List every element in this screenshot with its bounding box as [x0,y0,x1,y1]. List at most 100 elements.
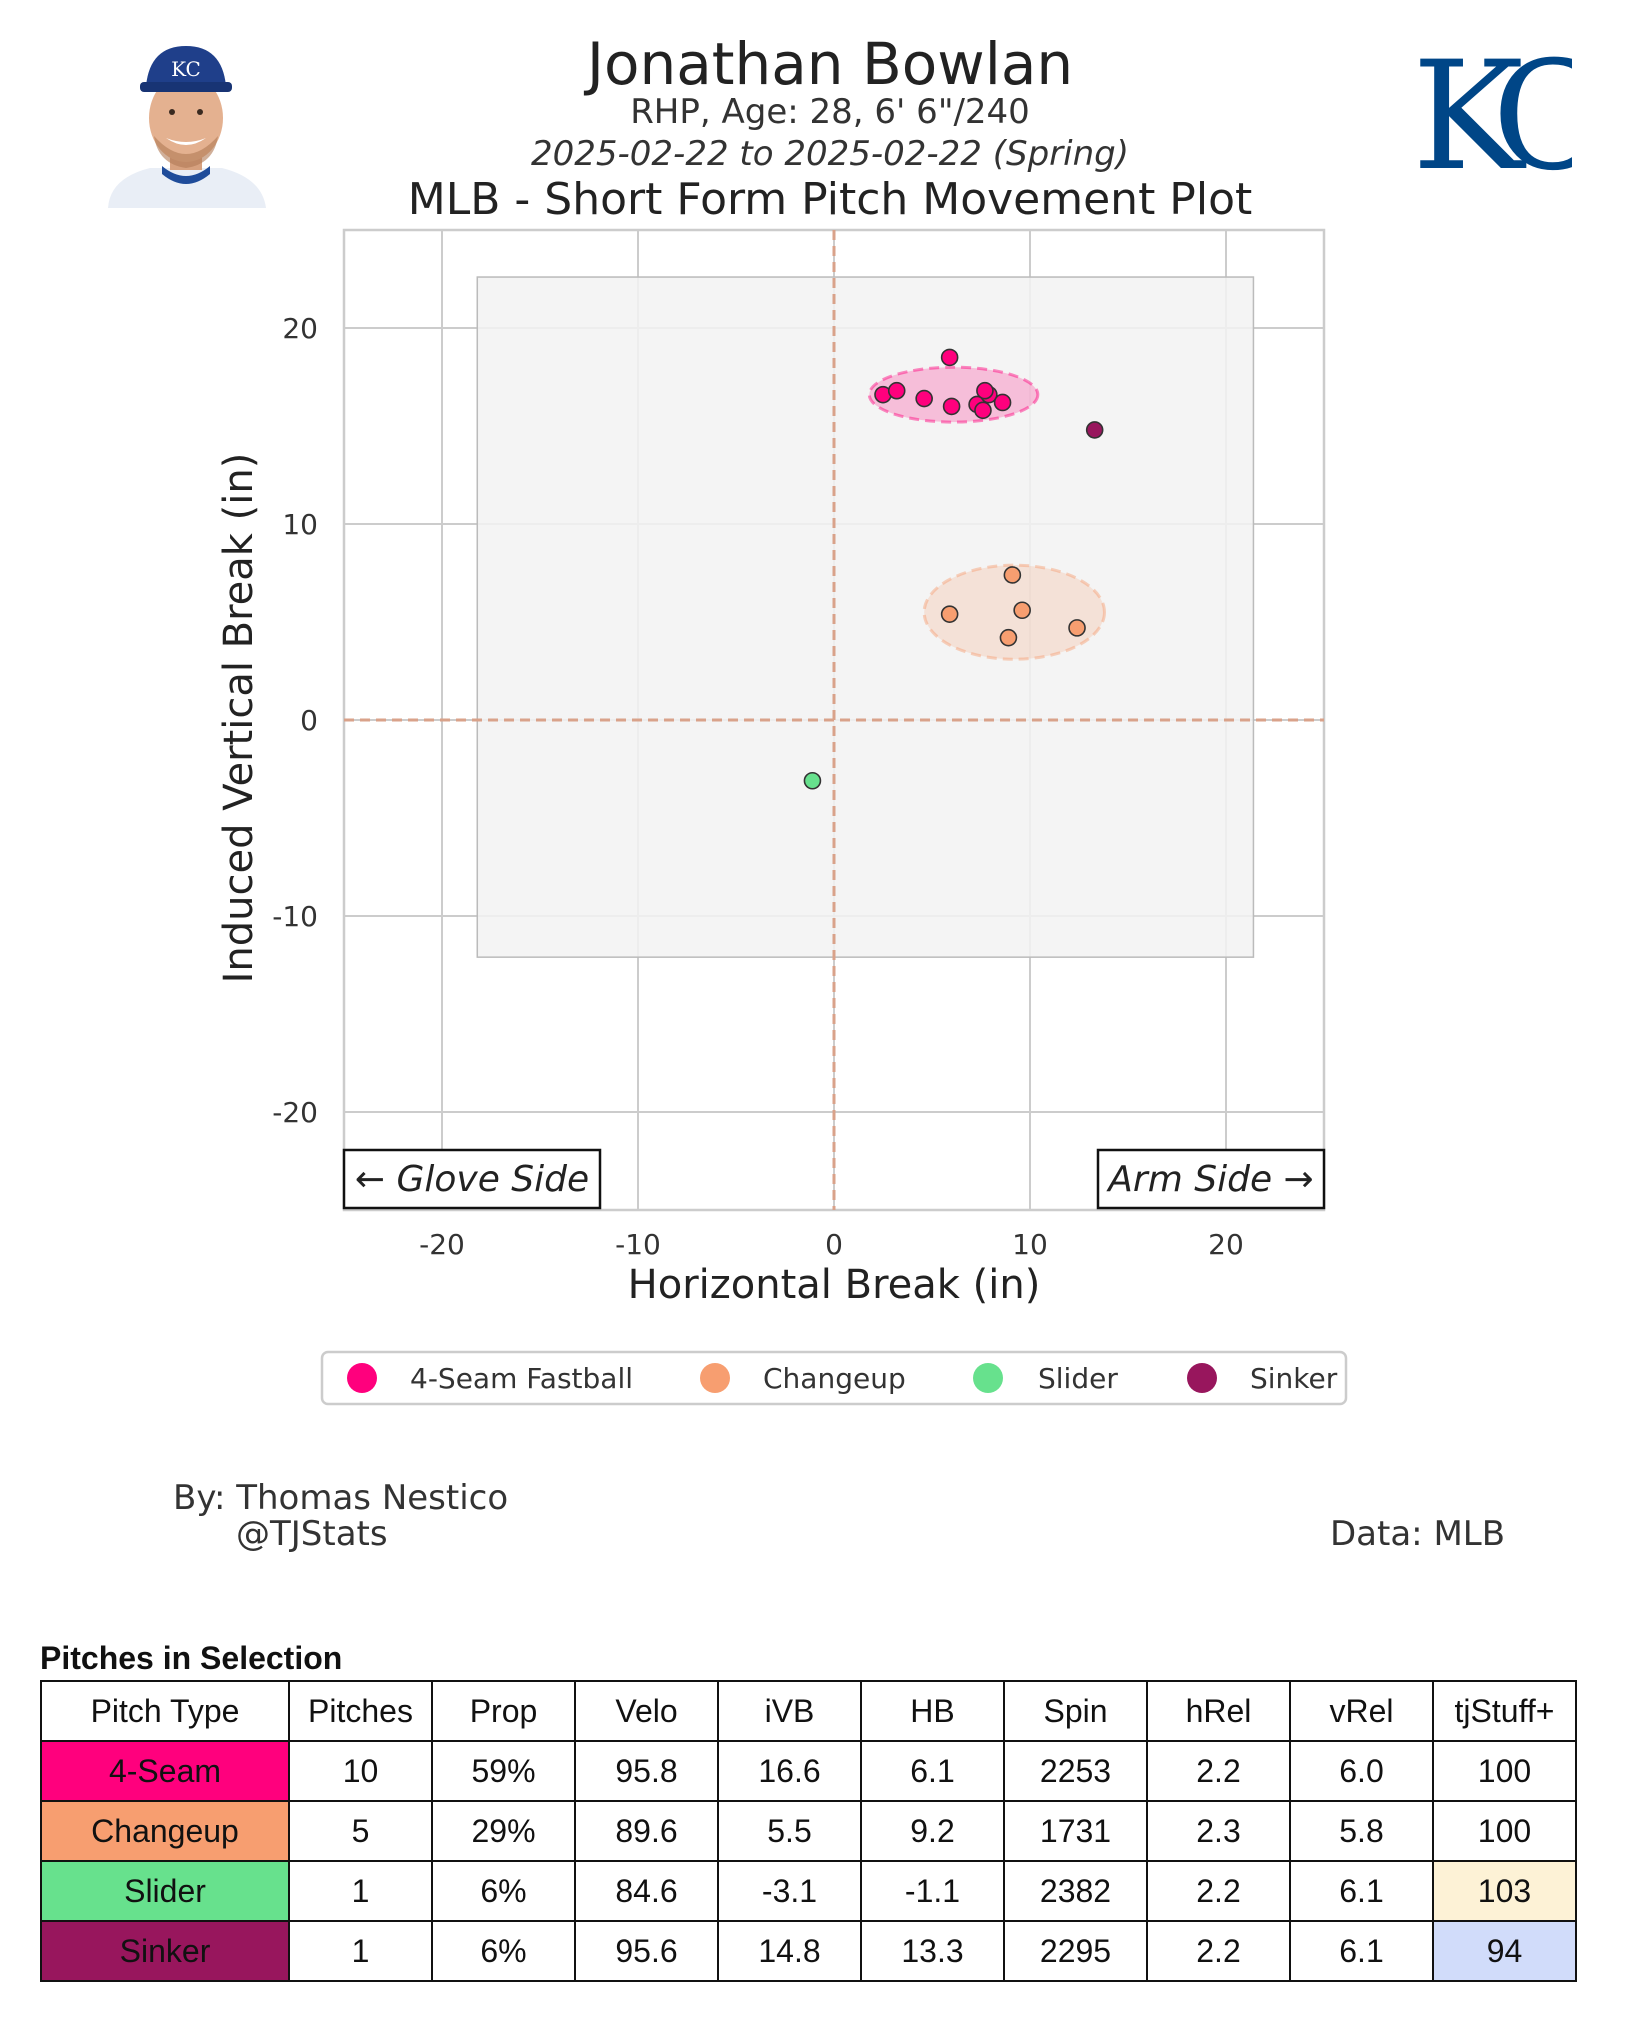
header-hrel: hRel [1146,1680,1291,1742]
pitch-point [1085,421,1104,439]
zero-lines [344,230,1324,1210]
credit-data-source: Data: MLB [1330,1514,1506,1554]
header-prop: Prop [431,1680,576,1742]
table-header-row: Pitch Type Pitches Prop Velo iVB HB Spin… [40,1680,1577,1742]
pitch-points [803,348,1104,790]
x-tick-label: 10 [1012,1228,1048,1261]
legend-marker [1187,1363,1217,1393]
table-cell: 2.2 [1146,1740,1291,1802]
x-tick-label: -20 [419,1228,465,1261]
credit-author: By: Thomas Nestico [173,1478,509,1518]
pitch-point [993,393,1012,412]
table-cell: 5 [288,1800,433,1862]
legend-label: Sinker [1250,1362,1338,1395]
player-headshot: KC [100,40,272,208]
pitch-type-cell: 4-Seam [40,1740,290,1802]
pitch-point [976,381,994,400]
table-cell: 103 [1432,1860,1577,1922]
table-cell: 6.1 [1289,1920,1434,1982]
header-tjstuff: tjStuff+ [1432,1680,1577,1742]
credit-handle: @TJStats [236,1514,388,1554]
table-cell: 13.3 [860,1920,1005,1982]
player-name: Jonathan Bowlan [586,30,1074,98]
cap-logo: KC [171,57,201,81]
legend-label: 4-Seam Fastball [410,1362,633,1395]
pitch-point [974,401,992,420]
table-cell: 6% [431,1860,576,1922]
legend-marker [700,1363,730,1393]
zone-box [476,276,1255,958]
glove-side-box [342,1148,602,1210]
header-pitch-type: Pitch Type [40,1680,290,1742]
axis-ticks: -20 -10 0 10 20 20 10 0 -10 -20 [272,312,1244,1261]
legend-label: Changeup [763,1362,906,1395]
pitch-ellipse [867,365,1040,424]
table-cell: 2.3 [1146,1800,1291,1862]
team-logo: KC [1412,40,1572,204]
plot-title: MLB - Short Form Pitch Movement Plot [407,174,1253,225]
table-cell: 29% [431,1800,576,1862]
team-logo-text: KC [1412,40,1572,204]
pitch-point [1003,566,1022,584]
legend-marker [347,1363,377,1393]
table-title: Pitches in Selection [40,1640,343,1676]
pitch-point [1068,619,1086,637]
legend-label: Slider [1038,1362,1118,1395]
table-cell: 6.1 [1289,1860,1434,1922]
table-cell: 9.2 [860,1800,1005,1862]
header-ivb: iVB [717,1680,862,1742]
table-cell: 2295 [1003,1920,1148,1982]
movement-chart: -20 -10 0 10 20 20 10 0 -10 -20 ← Glove Side Arm S… [216,228,1348,1406]
legend: 4-Seam Fastball Changeup Slider Sinker [320,1350,1348,1406]
x-tick-label: 0 [825,1228,843,1261]
table-cell: 59% [431,1740,576,1802]
table-cell: 6% [431,1920,576,1982]
header-spin: Spin [1003,1680,1148,1742]
header-hb: HB [860,1680,1005,1742]
table-cell: 6.0 [1289,1740,1434,1802]
table-row: Slider 1 6% 84.6 -3.1 -1.1 2382 2.2 6.1 103 [40,1860,1577,1922]
y-tick-label: 10 [282,508,318,541]
table-row: Changeup 5 29% 89.6 5.5 9.2 1731 2.3 5.8 100 [40,1800,1577,1862]
table-cell: -3.1 [717,1860,862,1922]
x-tick-label: -10 [615,1228,661,1261]
table-cell: 6.1 [860,1740,1005,1802]
table-cell: 2.2 [1146,1860,1291,1922]
legend-marker [973,1363,1003,1393]
table-row: Sinker 1 6% 95.6 14.8 13.3 2295 2.2 6.1 94 [40,1920,1577,1982]
table-cell: 95.8 [574,1740,719,1802]
pitch-point [1013,601,1031,620]
table-cell: 1731 [1003,1800,1148,1862]
table-cell: 10 [288,1740,433,1802]
table-cell: 100 [1432,1800,1577,1862]
table-cell: 100 [1432,1740,1577,1802]
zone-rect [476,276,1255,958]
table-cell: 5.8 [1289,1800,1434,1862]
legend-frame [320,1350,1348,1406]
pitch-point [915,389,933,408]
table-cell: 1 [288,1860,433,1922]
y-tick-label: -20 [272,1096,318,1129]
table-cell: 2382 [1003,1860,1148,1922]
date-range: 2025-02-22 to 2025-02-22 (Spring) [531,134,1129,174]
pitch-point [940,348,959,367]
pitch-point [940,605,959,623]
arm-side-box [1096,1148,1326,1210]
x-axis-label: Horizontal Break (in) [628,1262,1041,1308]
table-cell: 2.2 [1146,1920,1291,1982]
table-cell: -1.1 [860,1860,1005,1922]
table-cell: 5.5 [717,1800,862,1862]
glove-side-label: ← Glove Side [355,1159,589,1200]
table-cell: 2253 [1003,1740,1148,1802]
y-axis-label: Induced Vertical Break (in) [216,453,262,984]
pitch-point [803,771,822,790]
table-cell: 1 [288,1920,433,1982]
table-cell: 89.6 [574,1800,719,1862]
pitch-point [942,397,961,416]
arm-side-label: Arm Side → [1106,1159,1313,1200]
header-velo: Velo [574,1680,719,1742]
pitch-table: Pitch Type Pitches Prop Velo iVB HB Spin… [40,1680,1577,1982]
table-cell: 14.8 [717,1920,862,1982]
pitch-type-cell: Slider [40,1860,290,1922]
y-tick-label: 20 [282,312,318,345]
